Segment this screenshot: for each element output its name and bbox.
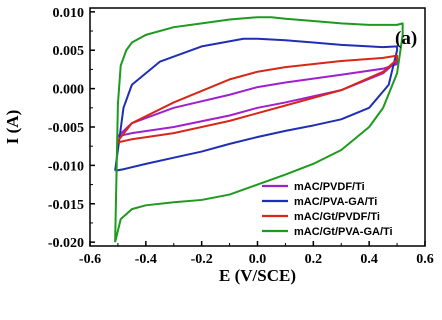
panel-label: (a) <box>395 28 417 49</box>
x-tick-label: 0.4 <box>360 252 378 267</box>
legend-label-2: mAC/PVA-GA/Ti <box>294 196 377 208</box>
legend: mAC/PVDF/Ti mAC/PVA-GA/Ti mAC/Gt/PVDF/Ti mA… <box>262 181 393 238</box>
series-layer <box>114 16 404 243</box>
x-axis-title: E (V/SCE) <box>219 266 296 285</box>
y-tick-label: -0.010 <box>48 159 84 174</box>
y-tick-label: 0.010 <box>53 6 85 21</box>
x-tick-label: -0.4 <box>135 252 157 267</box>
series-line-2 <box>114 37 399 172</box>
x-tick-label: 0.2 <box>305 252 323 267</box>
y-tick-label: -0.020 <box>48 236 84 251</box>
series-line-1 <box>117 59 399 138</box>
legend-label-1: mAC/PVDF/Ti <box>294 181 365 193</box>
x-tick-label: 0.6 <box>416 252 434 267</box>
x-tick-label: 0.0 <box>249 252 267 267</box>
y-tick-label: -0.015 <box>48 198 84 213</box>
x-tick-label: -0.6 <box>79 252 101 267</box>
tick-layer: -0.6 -0.4 -0.2 0.0 0.2 0.4 0.6 -0.020 -0.015 -0.0… <box>48 6 434 267</box>
legend-label-4: mAC/Gt/PVA-GA/Ti <box>294 226 393 238</box>
y-axis-title: I (A) <box>3 110 22 144</box>
y-tick-label: 0.005 <box>53 44 85 59</box>
y-tick-label: 0.000 <box>53 83 85 98</box>
x-tick-label: -0.2 <box>191 252 213 267</box>
series-line-4 <box>114 16 404 243</box>
y-tick-label: -0.005 <box>48 121 84 136</box>
legend-label-3: mAC/Gt/PVDF/Ti <box>294 211 380 223</box>
series-line-3 <box>116 54 399 144</box>
